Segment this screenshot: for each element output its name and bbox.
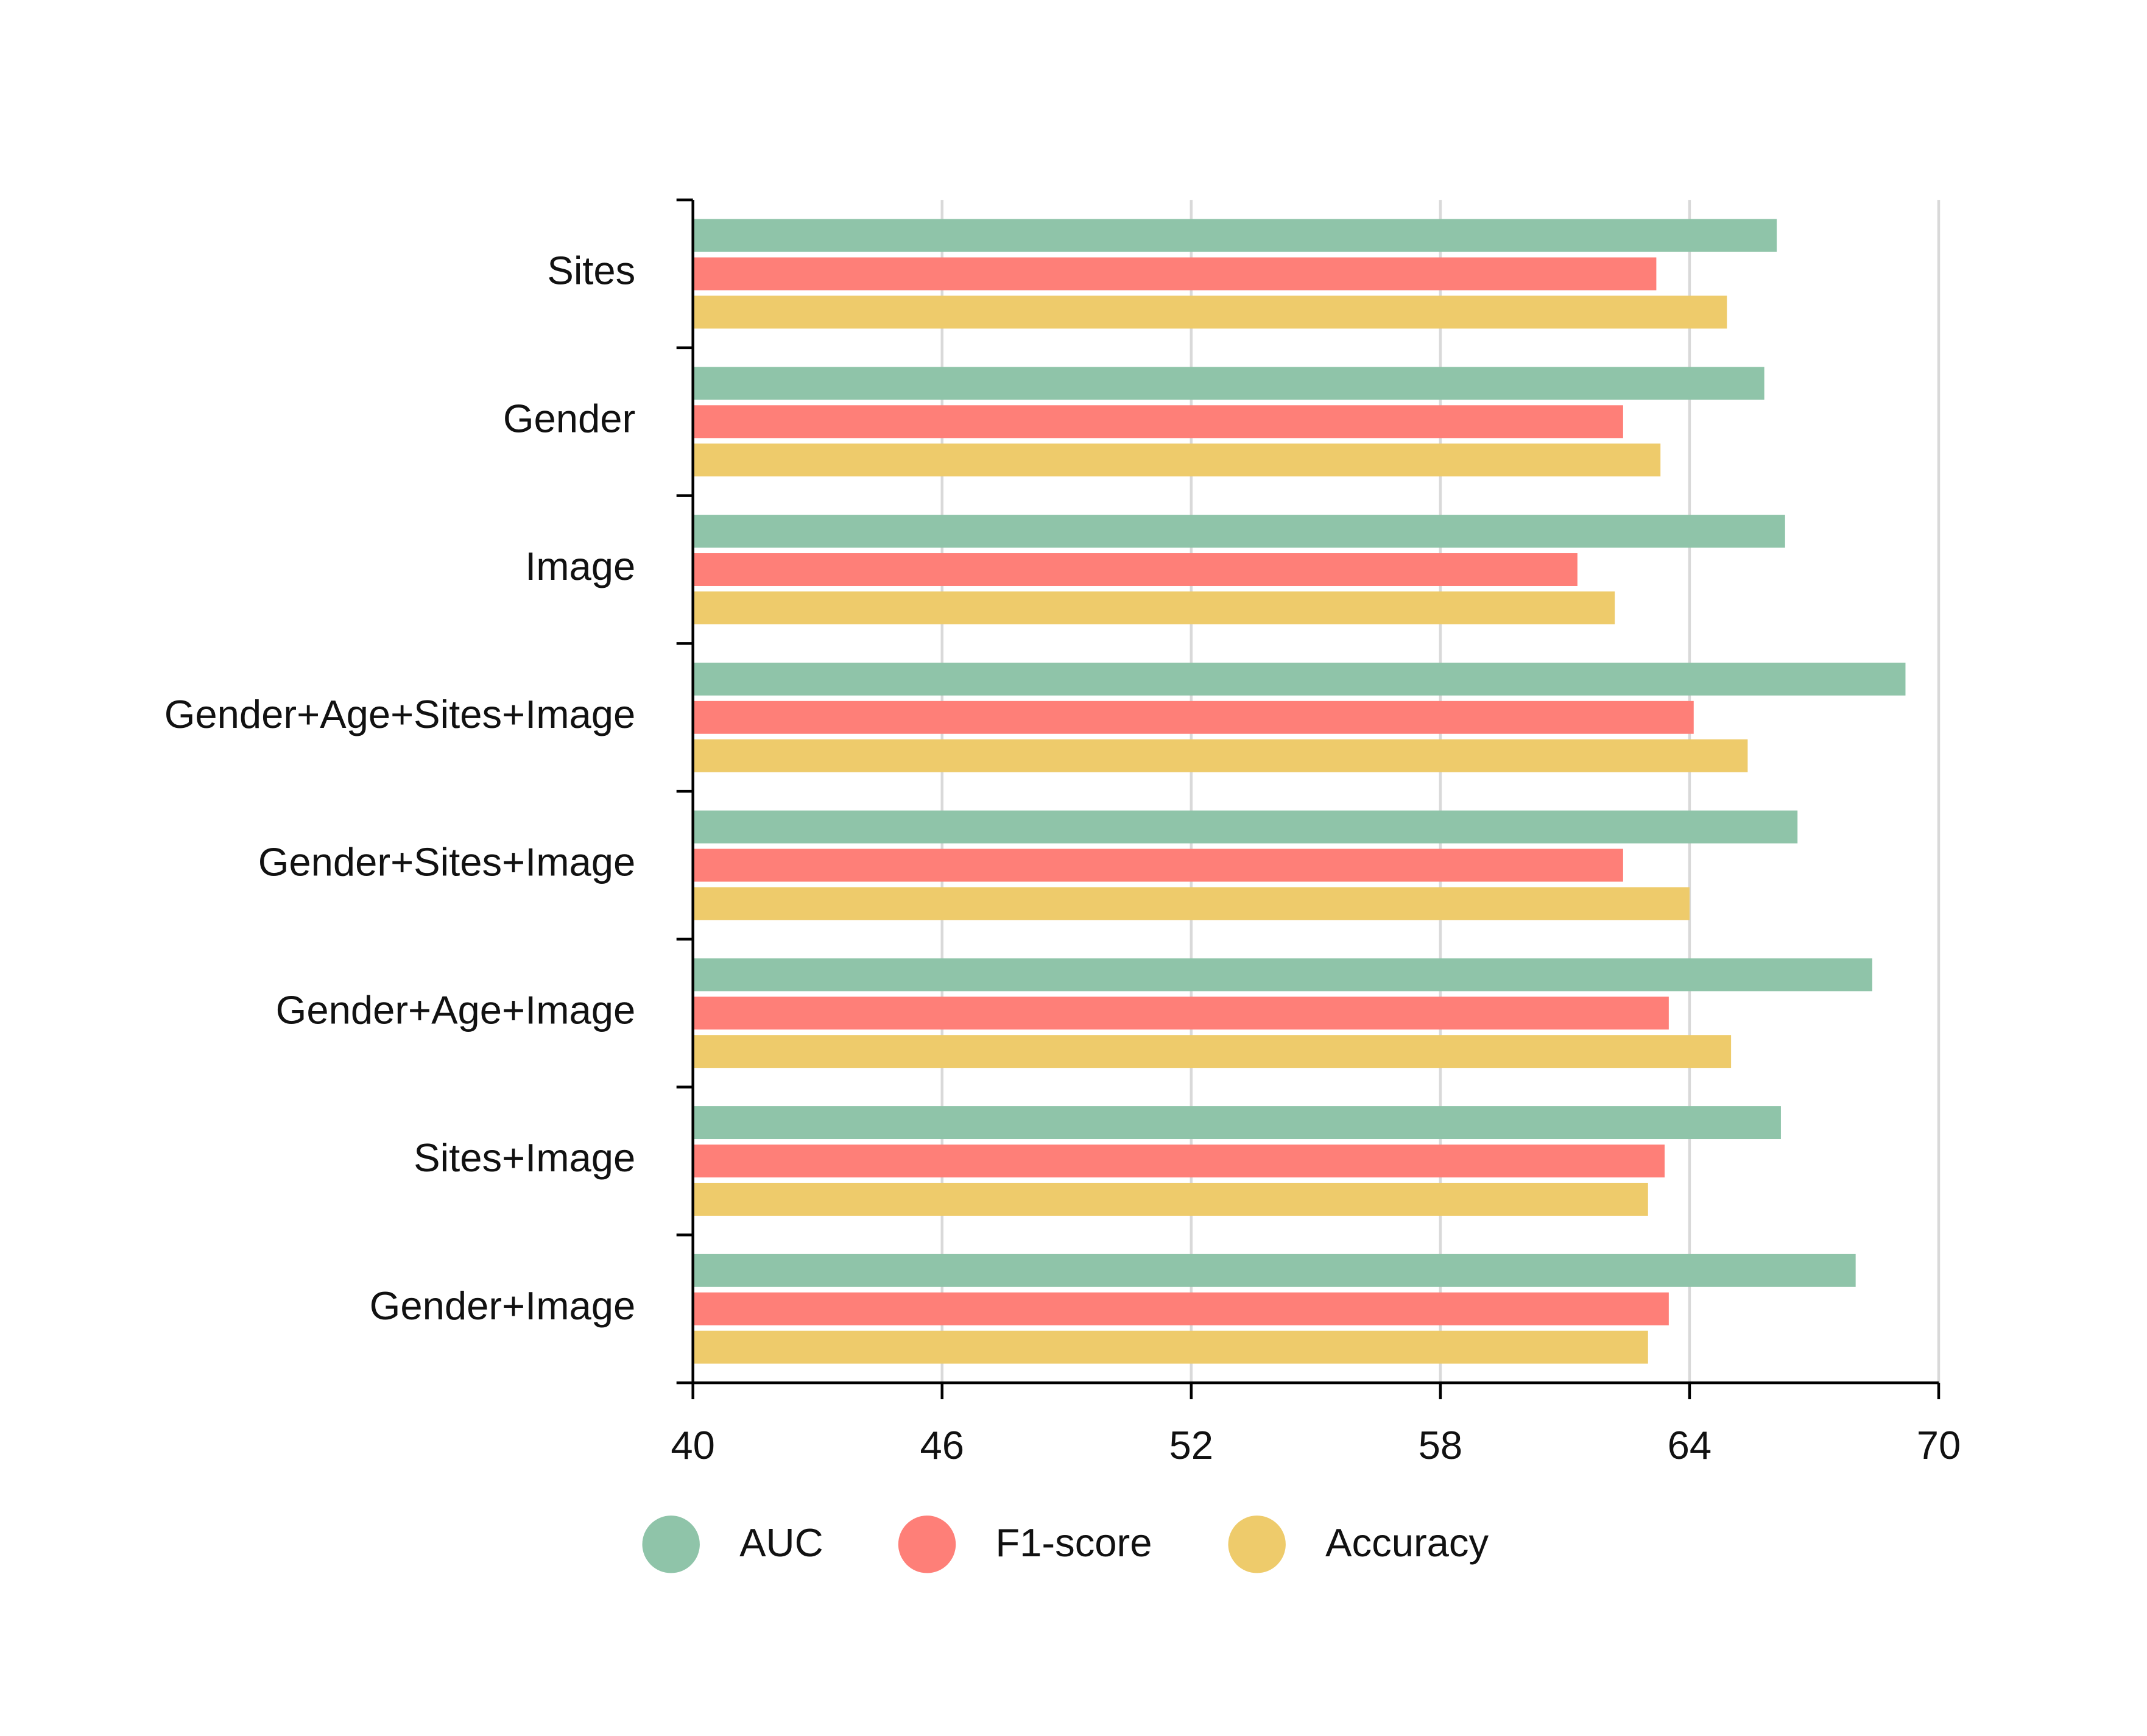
bar (693, 997, 1669, 1030)
y-tick-label: Gender+Image (370, 1283, 636, 1328)
bar (693, 443, 1661, 477)
legend-marker (1228, 1515, 1286, 1573)
bar (693, 849, 1623, 882)
bar (693, 367, 1764, 400)
bar (693, 887, 1690, 920)
x-tick-label: 52 (1169, 1423, 1214, 1467)
y-tick-label: Gender+Sites+Image (258, 840, 636, 884)
legend-label: Accuracy (1325, 1520, 1489, 1565)
bar (693, 515, 1785, 548)
bar (693, 405, 1623, 439)
x-tick-label: 58 (1419, 1423, 1463, 1467)
x-tick-label: 70 (1917, 1423, 1961, 1467)
bar (693, 700, 1694, 734)
bar (693, 662, 1906, 696)
bar (693, 1292, 1669, 1325)
bar (693, 1106, 1781, 1140)
y-tick-label: Gender+Age+Sites+Image (164, 692, 636, 736)
bar (693, 1254, 1856, 1287)
bar (693, 810, 1798, 844)
x-tick-label: 64 (1668, 1423, 1712, 1467)
bar (693, 219, 1777, 252)
bar (693, 295, 1727, 329)
y-tick-label: Gender+Age+Image (276, 987, 636, 1032)
bar (693, 257, 1657, 291)
y-tick-label: Gender (503, 396, 635, 440)
legend-marker (642, 1515, 700, 1573)
bar (693, 1330, 1648, 1364)
bar (693, 1182, 1648, 1216)
legend-marker (898, 1515, 956, 1573)
bar (693, 1035, 1732, 1068)
bar (693, 591, 1615, 624)
bar (693, 739, 1748, 772)
y-tick-label: Image (525, 544, 635, 588)
legend-label: F1-score (995, 1520, 1152, 1565)
legend-label: AUC (739, 1520, 823, 1565)
x-tick-label: 46 (920, 1423, 964, 1467)
y-tick-label: Sites+Image (414, 1135, 635, 1180)
bar (693, 958, 1872, 992)
x-tick-label: 40 (671, 1423, 715, 1467)
bar (693, 1145, 1665, 1177)
y-tick-label: Sites (547, 249, 635, 293)
bar (693, 553, 1578, 586)
